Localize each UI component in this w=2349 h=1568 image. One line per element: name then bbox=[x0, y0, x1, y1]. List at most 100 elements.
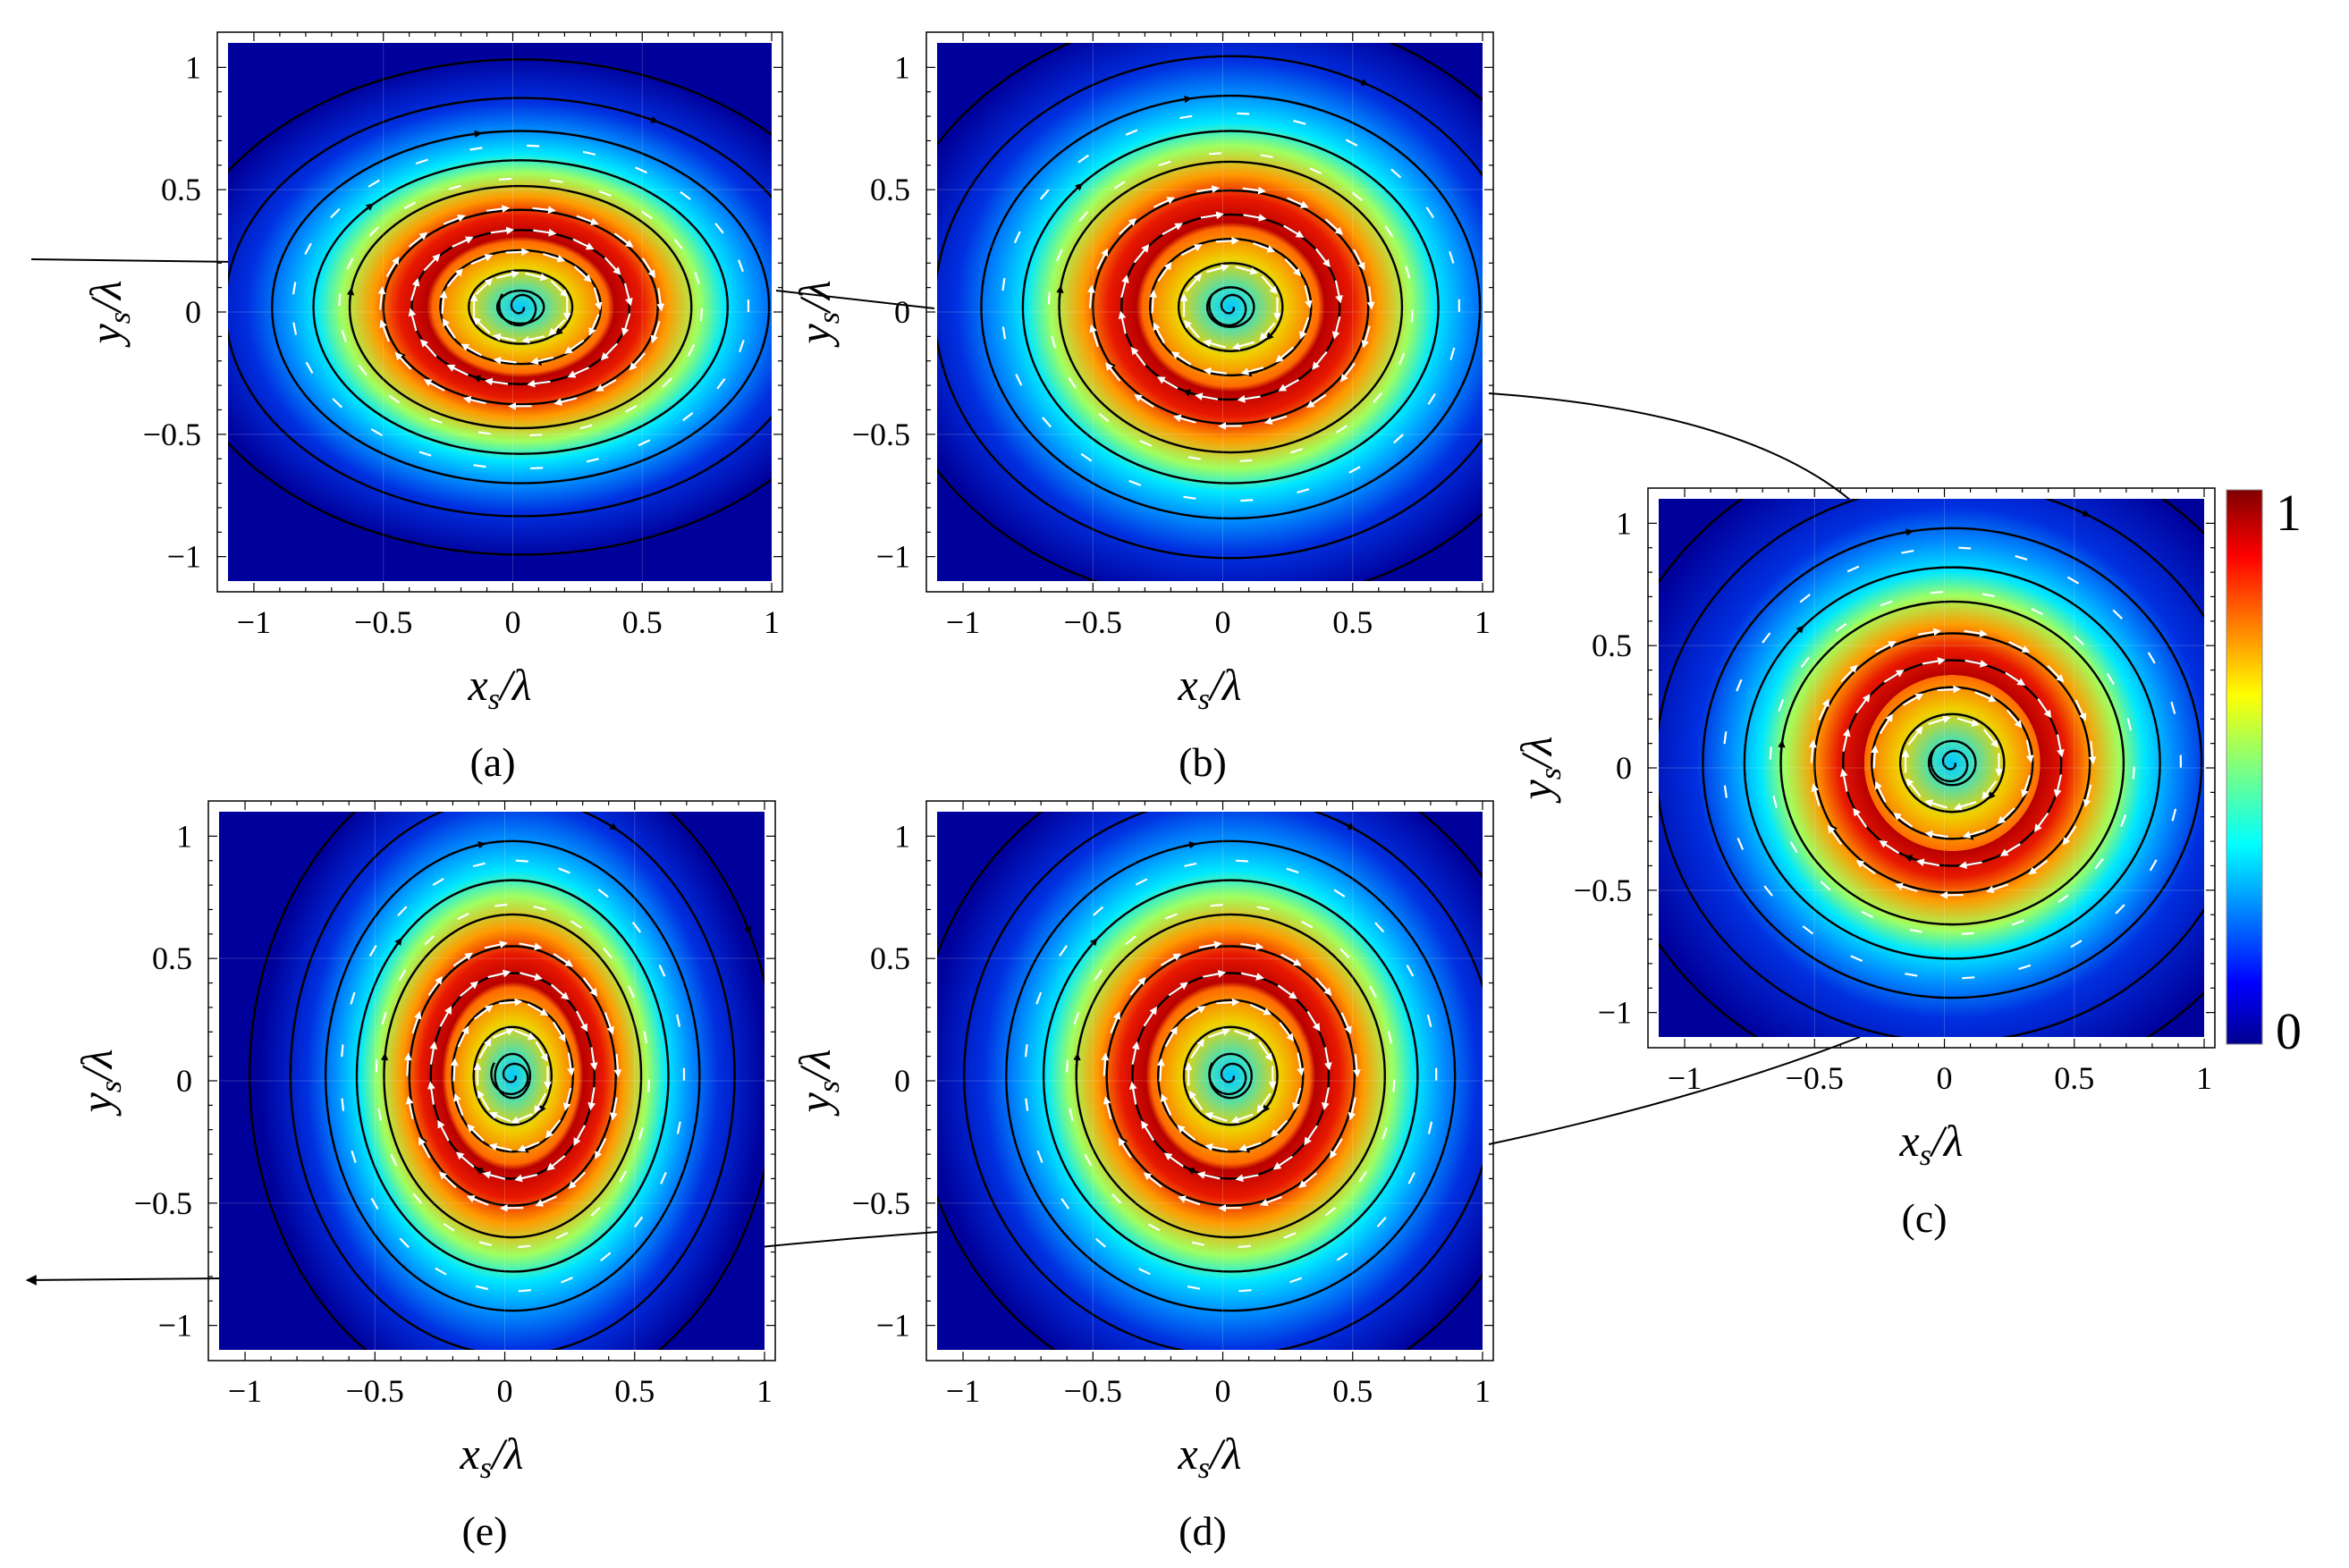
streamline-arrow bbox=[533, 358, 549, 367]
streamline-arrow bbox=[1244, 369, 1259, 377]
frame-ticks bbox=[1648, 488, 2215, 1048]
frame-ticks bbox=[926, 801, 1493, 1361]
field-arrow bbox=[1134, 393, 1154, 409]
field-arrow bbox=[1314, 248, 1331, 268]
field-arrow bbox=[598, 190, 612, 198]
field-arrow bbox=[628, 985, 635, 999]
field-arrow bbox=[1909, 928, 1922, 933]
field-arrow bbox=[1382, 1127, 1388, 1140]
field-arrow bbox=[1330, 1138, 1343, 1159]
x-axis-label: xs/λ bbox=[1178, 1429, 1242, 1485]
field-arrow bbox=[478, 1038, 492, 1059]
field-arrow bbox=[1143, 1006, 1158, 1027]
field-arrow bbox=[1113, 181, 1126, 190]
streamline-arrow bbox=[380, 1052, 389, 1067]
field-arrow bbox=[1373, 392, 1383, 403]
streamline-8 bbox=[271, 130, 771, 485]
y-tick-label: 1 bbox=[185, 49, 201, 85]
field-arrow bbox=[457, 912, 469, 921]
field-arrow bbox=[687, 344, 696, 357]
field-arrow bbox=[475, 278, 494, 296]
field-arrow bbox=[521, 335, 545, 344]
field-arrow bbox=[1189, 1038, 1204, 1059]
field-arrow bbox=[1358, 1170, 1368, 1183]
connector-line bbox=[30, 258, 238, 263]
field-arrow bbox=[1066, 1059, 1069, 1073]
field-arrow bbox=[567, 1052, 575, 1076]
streamline-6 bbox=[1075, 913, 1386, 1239]
field-arrow bbox=[532, 206, 556, 215]
field-arrow bbox=[656, 288, 665, 312]
field-arrow bbox=[676, 1121, 681, 1134]
field-arrow bbox=[2147, 652, 2156, 664]
streamline-arrow bbox=[1778, 739, 1786, 754]
field-arrow bbox=[437, 1119, 450, 1142]
field-arrow bbox=[576, 215, 599, 225]
field-arrow bbox=[1259, 1195, 1282, 1207]
field-arrow bbox=[2070, 940, 2083, 948]
field-arrow bbox=[332, 398, 343, 409]
streamline-4 bbox=[1131, 972, 1331, 1180]
field-arrow bbox=[1279, 1022, 1295, 1042]
field-arrow bbox=[1874, 641, 1897, 653]
streamline-arrow bbox=[554, 325, 567, 336]
streamline-arrow bbox=[644, 115, 659, 123]
field-arrow bbox=[1339, 948, 1350, 958]
field-arrow bbox=[1292, 1087, 1302, 1111]
field-arrow bbox=[1985, 883, 2009, 894]
field-arrows bbox=[292, 144, 750, 470]
field-arrows bbox=[341, 859, 686, 1293]
streamline-1 bbox=[1927, 739, 1977, 787]
connector-line bbox=[1488, 1036, 1861, 1145]
x-tick-label: −0.5 bbox=[1064, 604, 1122, 640]
field-arrow bbox=[1449, 347, 1456, 360]
x-tick-label: 0 bbox=[1937, 1060, 1953, 1096]
y-axis-label: ys/λ bbox=[72, 1050, 128, 1117]
field-arrow bbox=[1105, 362, 1121, 382]
field-arrow bbox=[292, 322, 298, 335]
streamline-arrow bbox=[1898, 528, 1914, 536]
field-arrow bbox=[411, 1010, 422, 1034]
field-arrow bbox=[370, 1198, 379, 1210]
x-axis-label: xs/λ bbox=[1178, 660, 1242, 716]
field-arrow bbox=[1958, 546, 1972, 550]
field-arrow bbox=[1013, 231, 1021, 244]
connector-line bbox=[25, 1274, 224, 1286]
field-arrow bbox=[1427, 392, 1436, 405]
field-arrow bbox=[346, 257, 354, 270]
field-arrow bbox=[1853, 807, 1868, 829]
panel-caption: (c) bbox=[1901, 1195, 1947, 1241]
field-arrow bbox=[548, 318, 566, 336]
x-tick-label: −1 bbox=[946, 1373, 980, 1409]
field-arrow bbox=[461, 343, 482, 357]
field-arrow bbox=[1120, 274, 1129, 299]
field-arrow bbox=[338, 293, 342, 307]
field-arrow bbox=[410, 277, 420, 301]
field-arrow bbox=[1001, 326, 1007, 340]
field-arrow bbox=[1138, 1268, 1151, 1276]
field-arrow bbox=[2005, 671, 2026, 686]
field-arrow bbox=[1024, 1044, 1028, 1058]
field-arrow bbox=[1818, 698, 1829, 721]
field-arrow bbox=[737, 259, 744, 273]
field-arrow bbox=[1922, 657, 1946, 665]
field-arrow bbox=[647, 1079, 650, 1092]
field-arrow bbox=[613, 232, 634, 248]
frame-ticks bbox=[217, 32, 782, 592]
field-arrow bbox=[498, 177, 511, 181]
field-arrow bbox=[582, 150, 596, 156]
field-arrow bbox=[1098, 412, 1110, 423]
field-arrow bbox=[1039, 189, 1050, 200]
field-arrow bbox=[462, 395, 486, 405]
field-arrow bbox=[1924, 799, 1948, 809]
x-tick-label: −0.5 bbox=[354, 604, 412, 640]
field-arrow bbox=[1353, 1053, 1361, 1078]
field-arrow bbox=[1304, 285, 1313, 309]
field-arrow bbox=[575, 1010, 587, 1033]
field-arrow bbox=[573, 266, 592, 282]
streamline-4 bbox=[410, 229, 630, 385]
field-arrow bbox=[405, 1096, 414, 1120]
field-arrow bbox=[1202, 970, 1227, 978]
panel-caption: (d) bbox=[1179, 1508, 1227, 1554]
field-arrow bbox=[1406, 965, 1415, 977]
